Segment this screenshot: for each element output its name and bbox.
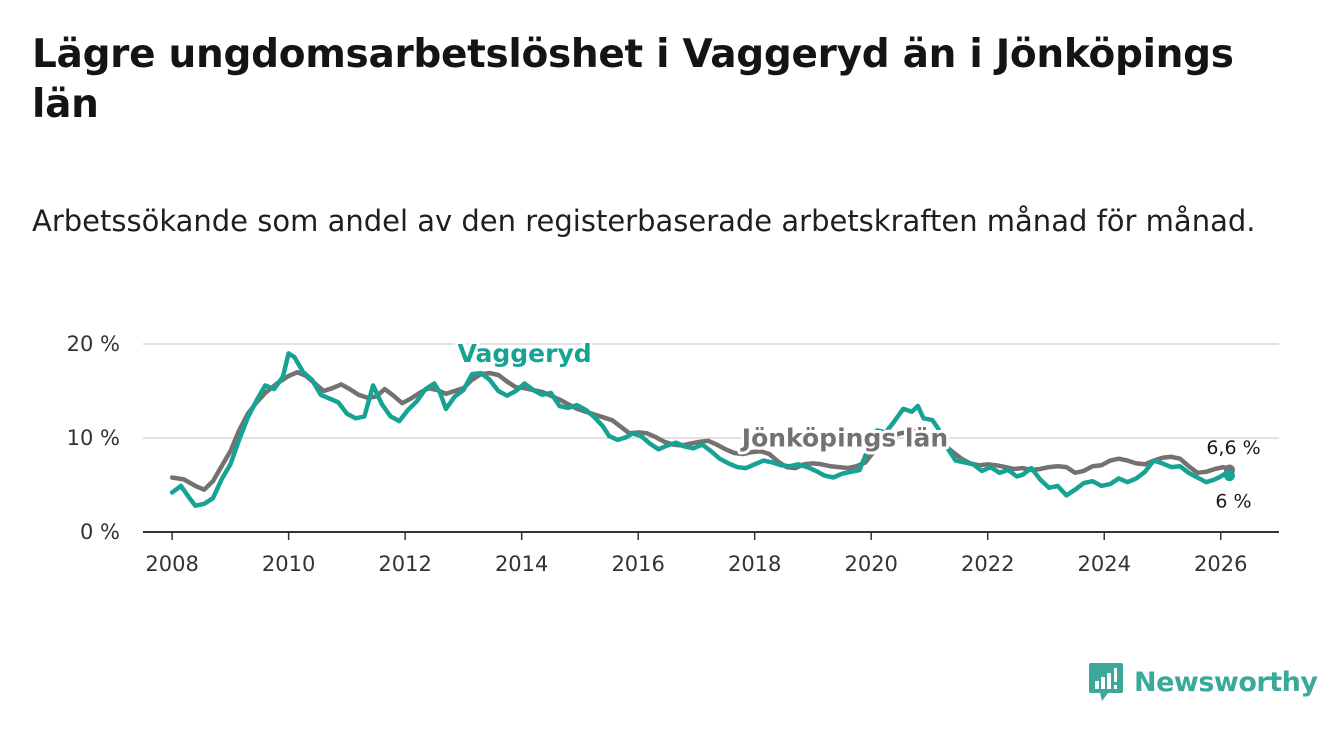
x-tick-label: 2022 [961,552,1014,576]
series-label: Vaggeryd [458,339,592,368]
newsworthy-logo-icon [1089,663,1123,701]
series-lines [169,351,1235,508]
x-tick-label: 2026 [1194,552,1247,576]
brand-name: Newsworthy [1134,666,1318,698]
x-tick-label: 2024 [1078,552,1131,576]
page-title: Lägre ungdomsarbetslöshet i Vaggeryd än … [32,32,1234,127]
x-tick-label: 2020 [844,552,897,576]
series-annotations: Vaggeryd Jönköpings län [455,336,952,456]
line-chart: 2008 2010 2012 2014 2016 2018 2020 2022 2024 2026… [67,332,1279,576]
series-end-marker [1223,470,1235,482]
chart-subtitle: Arbetssökande som andel av den registerb… [32,204,1256,238]
x-tick-label: 2010 [262,552,315,576]
x-tick-label: 2014 [495,552,548,576]
x-tick-label: 2016 [611,552,664,576]
y-axis-ticks: 0 % 10 % 20 % [67,332,120,544]
y-tick-label: 0 % [80,520,120,544]
y-tick-label: 10 % [67,426,120,450]
end-value-label: 6 % [1215,491,1251,513]
end-labels: 6,6 % 6 % [1206,437,1260,513]
series-label: Jönköpings län [740,423,948,452]
x-tick-label: 2018 [728,552,781,576]
x-tick-label: 2008 [145,552,198,576]
end-value-label: 6,6 % [1206,437,1260,459]
x-tick-label: 2012 [378,552,431,576]
gridlines [143,343,1279,439]
series-line-vaggeryd [169,351,1232,508]
y-tick-label: 20 % [67,332,120,356]
newsworthy-brand: Newsworthy [1088,660,1318,704]
x-axis-ticks: 2008 2010 2012 2014 2016 2018 2020 2022 2024 2026 [145,532,1247,576]
series-line-j-nk-pings-l-n [169,369,1232,492]
